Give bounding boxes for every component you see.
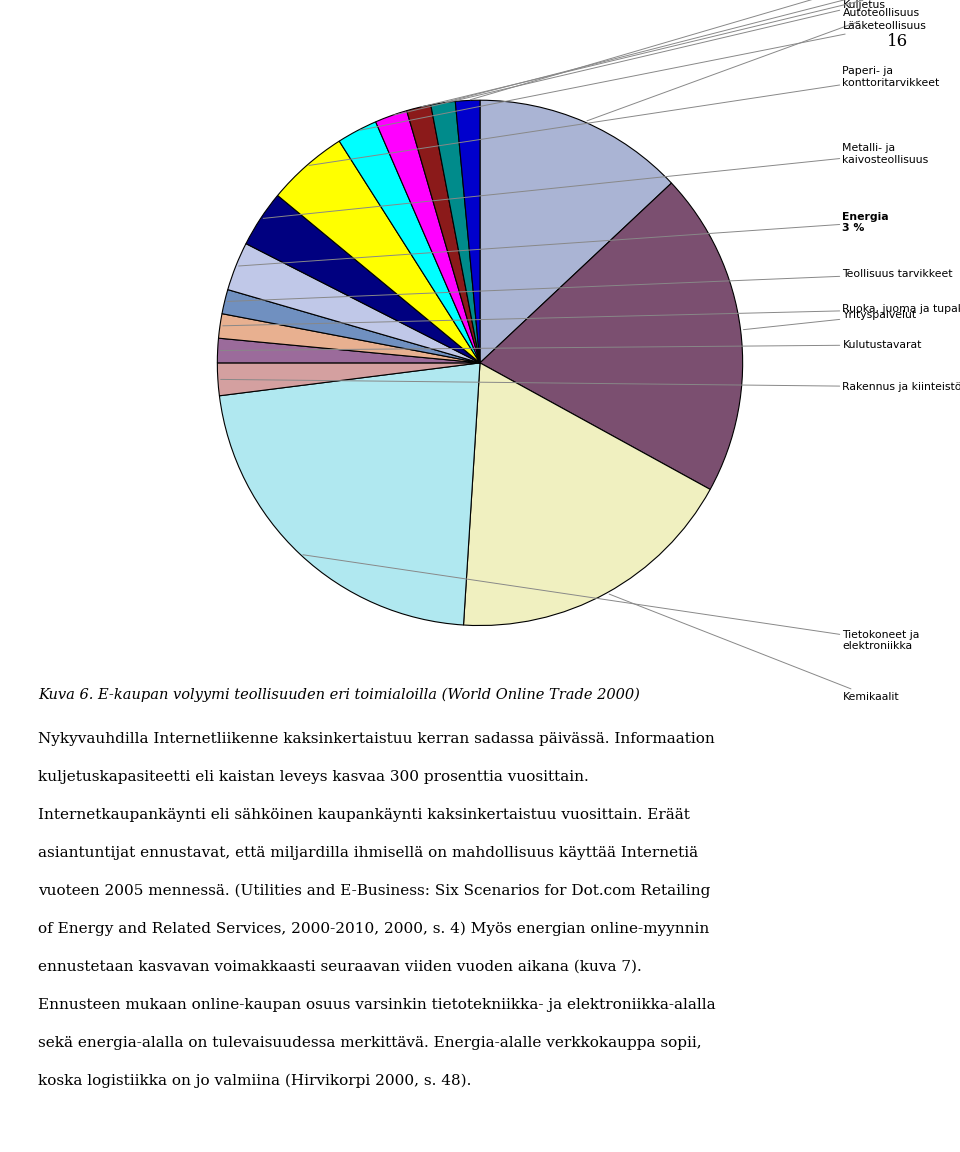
Text: Autoteollisuus: Autoteollisuus — [587, 8, 920, 121]
Wedge shape — [455, 100, 480, 363]
Text: Ennusteen mukaan online-kaupan osuus varsinkin tietotekniikka- ja elektroniikka-: Ennusteen mukaan online-kaupan osuus var… — [38, 998, 716, 1011]
Wedge shape — [277, 141, 480, 363]
Wedge shape — [217, 363, 480, 396]
Text: Maatalous: Maatalous — [470, 0, 899, 100]
Text: of Energy and Related Services, 2000-2010, 2000, s. 4) Myös energian online-myyn: of Energy and Related Services, 2000-201… — [38, 922, 709, 935]
Text: Telekommunikaatio: Telekommunikaatio — [421, 0, 948, 107]
Wedge shape — [222, 289, 480, 363]
Text: vuoteen 2005 mennessä. (Utilities and E-Business: Six Scenarios for Dot.com Reta: vuoteen 2005 mennessä. (Utilities and E-… — [38, 884, 710, 897]
Text: asiantuntijat ennustavat, että miljardilla ihmisellä on mahdollisuus käyttää Int: asiantuntijat ennustavat, että miljardil… — [38, 846, 699, 859]
Wedge shape — [407, 105, 480, 363]
Text: Paperi- ja
konttoritarvikkeet: Paperi- ja konttoritarvikkeet — [309, 67, 940, 166]
Text: Yrityspalvelut: Yrityspalvelut — [743, 310, 917, 329]
Wedge shape — [217, 339, 480, 363]
Text: Lääketeollisuus: Lääketeollisuus — [360, 21, 926, 130]
Text: Rakennus ja kiinteistöt: Rakennus ja kiinteistöt — [221, 379, 960, 392]
Text: Avaruus ja puolustus: Avaruus ja puolustus — [445, 0, 956, 103]
Text: Kemikaalit: Kemikaalit — [609, 594, 900, 702]
Wedge shape — [464, 363, 710, 626]
Text: ennustetaan kasvavan voimakkaasti seuraavan viiden vuoden aikana (kuva 7).: ennustetaan kasvavan voimakkaasti seuraa… — [38, 960, 642, 973]
Text: Kuva 6. E-kaupan volyymi teollisuuden eri toimialoilla (World Online Trade 2000): Kuva 6. E-kaupan volyymi teollisuuden er… — [38, 688, 640, 702]
Wedge shape — [219, 313, 480, 363]
Wedge shape — [375, 111, 480, 363]
Wedge shape — [228, 243, 480, 363]
Wedge shape — [480, 100, 671, 363]
Wedge shape — [246, 196, 480, 363]
Text: 16: 16 — [887, 33, 908, 51]
Text: sekä energia-alalla on tulevaisuudessa merkittävä. Energia-alalle verkkokauppa s: sekä energia-alalla on tulevaisuudessa m… — [38, 1036, 702, 1049]
Text: Tietokoneet ja
elektroniikka: Tietokoneet ja elektroniikka — [303, 555, 920, 651]
Wedge shape — [220, 363, 480, 626]
Text: Nykyvauhdilla Internetliikenne kaksinkertaistuu kerran sadassa päivässä. Informa: Nykyvauhdilla Internetliikenne kaksinker… — [38, 732, 715, 745]
Text: koska logistiikka on jo valmiina (Hirvikorpi 2000, s. 48).: koska logistiikka on jo valmiina (Hirvik… — [38, 1074, 471, 1087]
Text: kuljetuskapasiteetti eli kaistan leveys kasvaa 300 prosenttia vuosittain.: kuljetuskapasiteetti eli kaistan leveys … — [38, 770, 589, 783]
Wedge shape — [431, 101, 480, 363]
Text: Ruoka, juoma ja tupakka: Ruoka, juoma ja tupakka — [223, 304, 960, 326]
Text: Kulutustavarat: Kulutustavarat — [221, 340, 922, 350]
Text: Kuljetus: Kuljetus — [394, 0, 885, 115]
Wedge shape — [339, 122, 480, 363]
Text: Metalli- ja
kaivosteollisuus: Metalli- ja kaivosteollisuus — [263, 143, 928, 219]
Wedge shape — [480, 183, 743, 490]
Text: Teollisuus tarvikkeet: Teollisuus tarvikkeet — [228, 268, 953, 302]
Text: Energia
3 %: Energia 3 % — [238, 212, 889, 266]
Text: Internetkaupankäynti eli sähköinen kaupankäynti kaksinkertaistuu vuosittain. Erä: Internetkaupankäynti eli sähköinen kaupa… — [38, 808, 690, 821]
